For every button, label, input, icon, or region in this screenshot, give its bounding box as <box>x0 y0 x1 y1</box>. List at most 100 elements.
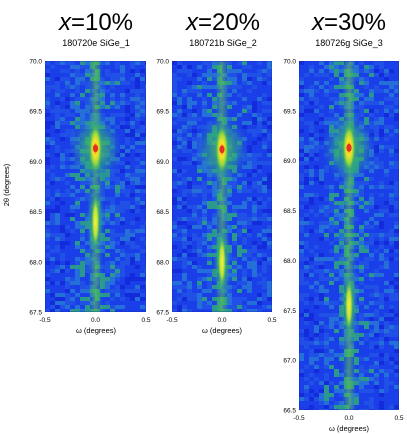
heatmap-cell <box>110 173 115 177</box>
heatmap-cell <box>369 169 374 173</box>
heatmap-cell <box>145 241 146 245</box>
heatmap-cell <box>384 137 389 141</box>
heatmap-cell <box>182 113 187 117</box>
heatmap-cell <box>299 81 304 85</box>
heatmap-cell <box>192 101 197 105</box>
heatmap-cell <box>319 197 324 201</box>
heatmap-cell <box>379 389 384 393</box>
heatmap-cell <box>197 217 202 221</box>
heatmap-cell <box>304 409 309 410</box>
heatmap-cell <box>182 149 187 153</box>
heatmap-cell <box>257 137 262 141</box>
heatmap-cell <box>232 273 237 277</box>
heatmap-cell <box>314 149 319 153</box>
heatmap-cell <box>80 233 85 237</box>
heatmap-cell <box>187 189 192 193</box>
heatmap-cell <box>324 209 329 213</box>
heatmap-cell <box>192 193 197 197</box>
heatmap-cell <box>304 165 309 169</box>
heatmap-cell <box>257 205 262 209</box>
heatmap-cell <box>55 221 60 225</box>
y-tick-label: 67.5 <box>156 310 169 317</box>
heatmap-cell <box>187 73 192 77</box>
heatmap-cell <box>369 329 374 333</box>
heatmap-cell <box>374 269 379 273</box>
heatmap-cell <box>105 89 110 93</box>
heatmap-cell <box>120 161 125 165</box>
heatmap-cell <box>309 145 314 149</box>
heatmap-cell <box>207 65 212 69</box>
heatmap-cell <box>45 73 50 77</box>
heatmap-cell <box>379 181 384 185</box>
heatmap-cell <box>329 61 334 65</box>
heatmap-cell <box>115 77 120 81</box>
heatmap-cell <box>247 149 252 153</box>
heatmap-cell <box>80 309 85 312</box>
heatmap-cell <box>120 205 125 209</box>
heatmap-cell <box>197 237 202 241</box>
heatmap-cell <box>45 273 50 277</box>
heatmap-cell <box>125 161 130 165</box>
heatmap-cell <box>334 321 339 325</box>
heatmap-cell <box>329 357 334 361</box>
heatmap-cell <box>60 265 65 269</box>
heatmap-cell <box>267 73 272 77</box>
heatmap-cell <box>339 185 344 189</box>
heatmap-cell <box>177 285 182 289</box>
heatmap-cell <box>120 217 125 221</box>
heatmap-cell <box>389 285 394 289</box>
heatmap-cell <box>334 65 339 69</box>
heatmap-cell <box>182 129 187 133</box>
heatmap-cell <box>304 397 309 401</box>
heatmap-cell <box>115 305 120 309</box>
axis-ticks: 66.567.067.568.068.569.069.570.0-0.5 0.0 0… <box>283 59 404 423</box>
heatmap-cell <box>359 193 364 197</box>
heatmap-cell <box>202 109 207 113</box>
heatmap-cell <box>379 149 384 153</box>
heatmap-cell <box>299 297 304 301</box>
heatmap-cell <box>267 185 272 189</box>
heatmap-cell <box>75 101 80 105</box>
heatmap-cell <box>309 157 314 161</box>
heatmap-cell <box>207 73 212 77</box>
heatmap-cell <box>364 401 369 405</box>
heatmap-cell <box>364 101 369 105</box>
heatmap-cell <box>257 69 262 73</box>
heatmap-cell <box>237 189 242 193</box>
heatmap-cell <box>319 397 324 401</box>
heatmap-cell <box>182 249 187 253</box>
heatmap-cell <box>172 185 177 189</box>
heatmap-cell <box>120 69 125 73</box>
heatmap-cell <box>55 129 60 133</box>
heatmap-cell <box>359 373 364 377</box>
heatmap-cell <box>252 185 257 189</box>
heatmap-cell <box>202 61 207 65</box>
heatmap-cell <box>314 281 319 285</box>
heatmap-cell <box>299 397 304 401</box>
heatmap-cell <box>369 253 374 257</box>
heatmap-cell <box>304 333 309 337</box>
heatmap-cell <box>115 273 120 277</box>
heatmap-cell <box>172 149 177 153</box>
heatmap-cell <box>339 233 344 237</box>
heatmap-cell <box>374 285 379 289</box>
heatmap-cell <box>339 253 344 257</box>
heatmap-cell <box>299 153 304 157</box>
heatmap-cell <box>374 373 379 377</box>
heatmap-cell <box>364 409 369 410</box>
heatmap-cell <box>75 273 80 277</box>
heatmap-cell <box>389 233 394 237</box>
heatmap-cell <box>70 165 75 169</box>
heatmap-cell <box>354 257 359 261</box>
heatmap-cell <box>242 237 247 241</box>
heatmap-cell <box>339 77 344 81</box>
heatmap-cell <box>394 81 399 85</box>
heatmap-cell <box>55 189 60 193</box>
heatmap-cell <box>182 277 187 281</box>
heatmap-cell <box>120 201 125 205</box>
heatmap-cell <box>105 213 110 217</box>
heatmap-cell <box>364 177 369 181</box>
heatmap-cell <box>384 69 389 73</box>
heatmap-cell <box>197 265 202 269</box>
heatmap-cell <box>339 389 344 393</box>
